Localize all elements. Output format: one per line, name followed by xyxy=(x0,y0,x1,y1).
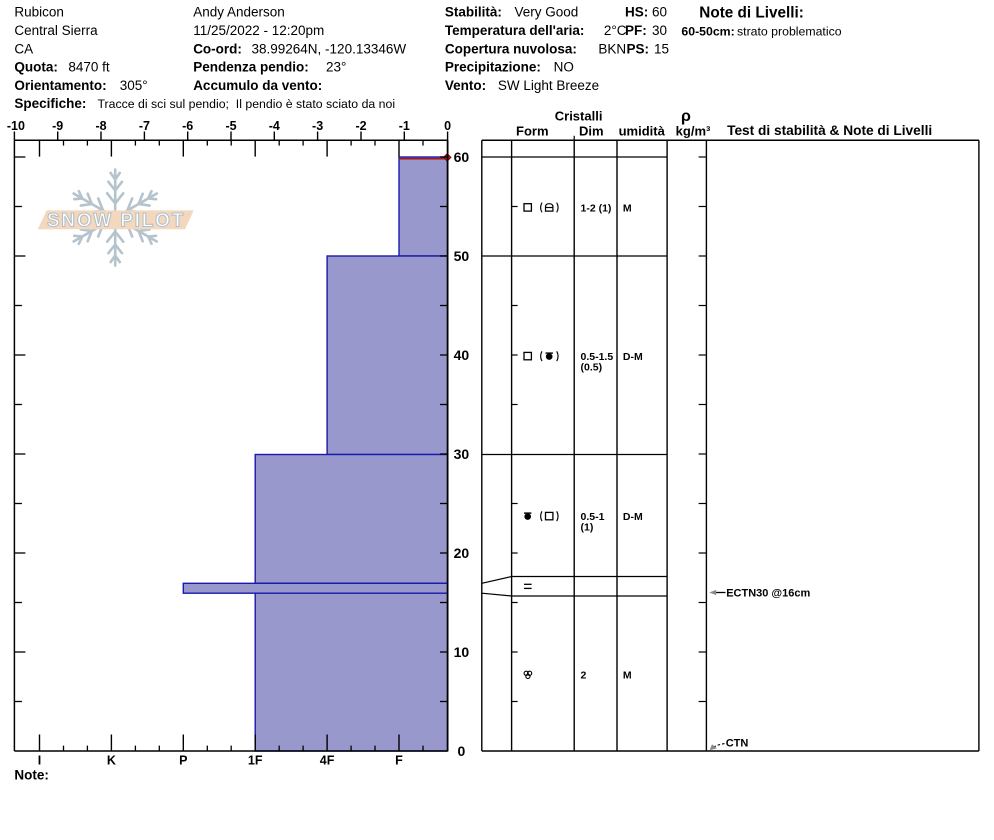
svg-text:Orientamento:: Orientamento: xyxy=(14,78,106,93)
svg-text:Precipitazione:: Precipitazione: xyxy=(445,60,541,75)
svg-text:2: 2 xyxy=(581,670,587,682)
svg-text:Form: Form xyxy=(516,124,549,139)
svg-text:(1): (1) xyxy=(581,522,594,534)
svg-text:HS:: HS: xyxy=(625,4,648,19)
svg-text:-5: -5 xyxy=(225,119,236,133)
svg-text:30: 30 xyxy=(454,446,470,462)
svg-text:M: M xyxy=(623,670,632,682)
svg-text:Quota:: Quota: xyxy=(14,60,58,75)
svg-text:SNOW PILOT: SNOW PILOT xyxy=(47,210,185,231)
svg-text:CA: CA xyxy=(14,41,33,56)
svg-text:Dim: Dim xyxy=(579,124,604,139)
svg-text:0.5-1.5: 0.5-1.5 xyxy=(581,351,614,363)
svg-text:1-2 (1): 1-2 (1) xyxy=(581,202,612,214)
svg-text:D-M: D-M xyxy=(623,511,643,523)
svg-text:60: 60 xyxy=(652,4,667,19)
svg-text:strato problematico: strato problematico xyxy=(737,24,842,38)
svg-text:8470 ft: 8470 ft xyxy=(68,60,110,75)
svg-text:D-M: D-M xyxy=(623,351,643,363)
svg-text:Rubicon: Rubicon xyxy=(14,4,64,19)
svg-text:Note:: Note: xyxy=(14,768,49,783)
svg-text:23°: 23° xyxy=(326,60,346,75)
svg-text:38.99264N, -120.13346W: 38.99264N, -120.13346W xyxy=(252,41,407,56)
svg-text:-1: -1 xyxy=(399,119,410,133)
svg-text:60-50cm:: 60-50cm: xyxy=(681,24,734,38)
svg-text:4F: 4F xyxy=(320,753,335,767)
svg-text:0: 0 xyxy=(444,119,451,133)
svg-text:kg/m³: kg/m³ xyxy=(676,124,711,139)
svg-text:Co-ord:: Co-ord: xyxy=(193,41,242,56)
svg-text:ρ: ρ xyxy=(681,108,691,125)
svg-text:15: 15 xyxy=(654,41,669,56)
svg-text:BKN: BKN xyxy=(598,41,626,56)
svg-text:11/25/2022 - 12:20pm: 11/25/2022 - 12:20pm xyxy=(193,23,324,38)
svg-text:Central Sierra: Central Sierra xyxy=(14,23,98,38)
svg-text:PS:: PS: xyxy=(627,41,650,56)
svg-text:Temperatura dell'aria:: Temperatura dell'aria: xyxy=(445,23,585,38)
svg-text:-4: -4 xyxy=(269,119,280,133)
svg-text:40: 40 xyxy=(454,347,470,363)
svg-text:P: P xyxy=(179,753,187,767)
svg-text:I: I xyxy=(38,753,41,767)
svg-text:(0.5): (0.5) xyxy=(581,362,603,374)
svg-text:Cristalli: Cristalli xyxy=(555,109,603,124)
svg-text:M: M xyxy=(623,202,632,214)
svg-text:NO: NO xyxy=(554,60,574,75)
svg-text:-8: -8 xyxy=(95,119,106,133)
svg-text:305°: 305° xyxy=(120,78,148,93)
svg-text:30: 30 xyxy=(652,23,667,38)
svg-text:-2: -2 xyxy=(355,119,366,133)
svg-text:Vento:: Vento: xyxy=(445,78,486,93)
svg-text:Very Good: Very Good xyxy=(515,4,579,19)
svg-text:-7: -7 xyxy=(139,119,150,133)
svg-text:60: 60 xyxy=(454,149,470,165)
svg-text:ECTN30 @16cm: ECTN30 @16cm xyxy=(726,588,810,600)
svg-text:Andy Anderson: Andy Anderson xyxy=(193,4,285,19)
svg-text:Tracce di sci sul pendio; Il: Tracce di sci sul pendio; Il pendio è st… xyxy=(98,97,396,111)
svg-text:50: 50 xyxy=(454,248,470,264)
svg-text:0: 0 xyxy=(458,743,466,759)
svg-text:K: K xyxy=(107,753,116,767)
svg-text:10: 10 xyxy=(454,644,470,660)
svg-text:CTN: CTN xyxy=(726,738,749,750)
svg-text:Copertura nuvolosa:: Copertura nuvolosa: xyxy=(445,41,577,56)
svg-text:Note di Livelli:: Note di Livelli: xyxy=(699,4,804,21)
svg-text:-9: -9 xyxy=(52,119,63,133)
svg-text:0.5-1: 0.5-1 xyxy=(581,511,605,523)
svg-text:20: 20 xyxy=(454,545,470,561)
svg-text:PF:: PF: xyxy=(625,23,647,38)
svg-text:umidità: umidità xyxy=(619,124,666,139)
svg-text:Stabilità:: Stabilità: xyxy=(445,4,502,19)
svg-text:Accumulo da vento:: Accumulo da vento: xyxy=(193,78,322,93)
svg-text:1F: 1F xyxy=(248,753,263,767)
svg-text:Test di stabilità & Note di Li: Test di stabilità & Note di Livelli xyxy=(727,123,932,138)
svg-text:Specifiche:: Specifiche: xyxy=(14,96,86,111)
svg-text:-3: -3 xyxy=(312,119,323,133)
svg-text:2°C: 2°C xyxy=(604,23,627,38)
svg-text:Pendenza pendio:: Pendenza pendio: xyxy=(193,60,309,75)
svg-text:F: F xyxy=(395,753,403,767)
svg-text:-10: -10 xyxy=(7,119,25,133)
svg-text:SW Light Breeze: SW Light Breeze xyxy=(498,78,599,93)
svg-text:-6: -6 xyxy=(182,119,193,133)
